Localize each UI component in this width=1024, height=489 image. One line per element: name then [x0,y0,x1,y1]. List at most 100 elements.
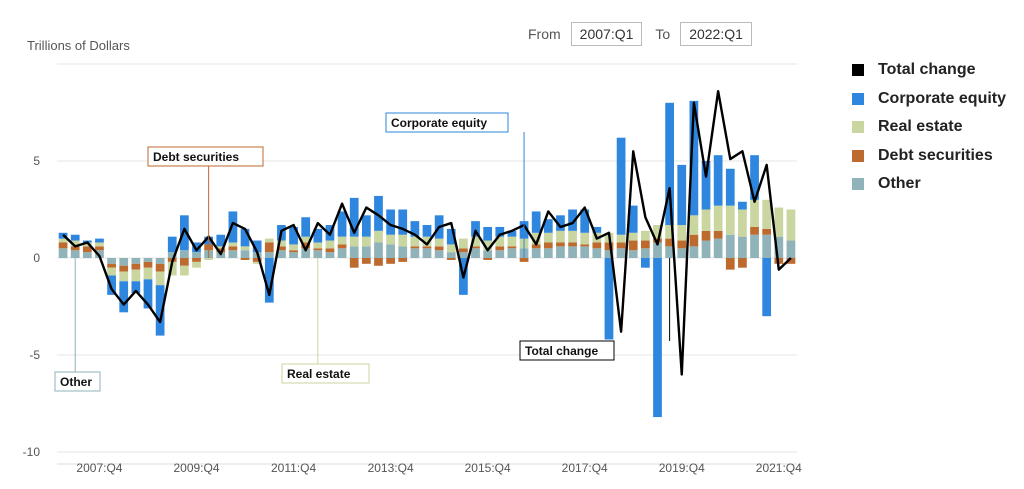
bar-corporate-equity [616,137,626,235]
bar-corporate-equity [361,215,371,237]
y-tick-label: 0 [33,251,40,265]
bar-debt-securities [604,242,614,251]
bar-debt-securities [131,263,141,270]
bar-other [289,252,298,258]
bar-real-estate [738,209,747,237]
bar-real-estate [580,232,590,245]
bar-real-estate [289,244,298,251]
bar-debt-securities [180,258,189,266]
bar-real-estate [131,269,141,282]
bar-corporate-equity [713,155,723,206]
bar-corporate-equity [483,226,493,241]
legend-item-corporate-equity[interactable]: Corporate equity [852,85,1006,114]
bar-real-estate [155,271,165,286]
callout-label: Corporate equity [391,116,487,130]
bar-other [70,250,80,258]
bar-real-estate [762,199,772,229]
bar-other [628,250,638,258]
bar-debt-securities [725,258,735,270]
bar-other [192,252,201,258]
callout-label: Debt securities [153,150,239,164]
bar-debt-securities [786,258,796,264]
bar-other [240,250,250,258]
x-tick-label: 2007:Q4 [76,461,122,475]
bar-debt-securities [434,246,444,251]
from-label: From [528,26,561,42]
bar-debt-securities [689,234,699,247]
bar-debt-securities [143,261,153,268]
bar-real-estate [459,238,468,249]
bar-corporate-equity [410,221,420,237]
bar-debt-securities [556,242,565,247]
bar-other [568,246,577,258]
bar-debt-securities [495,246,505,251]
bar-debt-securities [677,240,687,249]
bar-debt-securities [640,240,650,249]
bar-debt-securities [155,263,165,272]
bar-corporate-equity [471,221,480,237]
bar-other [228,250,238,258]
bar-real-estate [446,244,456,253]
bar-corporate-equity [95,238,104,243]
bar-other [410,248,420,258]
legend-item-real-estate[interactable]: Real estate [852,113,1006,142]
bar-real-estate [216,246,226,249]
legend-swatch [852,92,864,105]
bar-debt-securities [665,238,674,247]
bar-corporate-equity [653,258,662,418]
bar-corporate-equity [531,211,541,233]
bar-real-estate [543,232,553,243]
bar-corporate-equity [289,226,298,245]
bar-real-estate [386,234,395,245]
bar-real-estate [349,236,359,247]
bar-debt-securities [240,258,250,260]
legend-label: Total change [878,61,976,79]
bar-real-estate [119,271,129,282]
bar-other [180,250,189,258]
callout-label: Real estate [287,367,351,381]
legend-label: Debt securities [878,146,993,164]
bar-debt-securities [82,246,92,253]
bar-real-estate [677,225,687,241]
bar-real-estate [228,242,238,247]
bar-real-estate [774,207,784,237]
bar-real-estate [82,242,92,247]
bar-other [531,248,541,258]
legend-item-total-change[interactable]: Total change [852,56,1006,85]
bar-other [398,246,408,258]
callouts: Debt securities Corporate equity Other Real… [54,112,671,392]
bar-debt-securities [568,242,577,247]
bar-other [725,234,735,258]
bar-corporate-equity [337,211,347,237]
bar-other [143,258,153,262]
bar-corporate-equity [495,226,505,237]
bar-real-estate [325,240,335,249]
bar-debt-securities [762,228,772,235]
to-input[interactable]: 2022:Q1 [680,22,752,46]
bar-other [374,242,383,258]
bar-debt-securities [216,248,226,253]
bar-real-estate [374,230,383,243]
bar-other [337,248,347,258]
legend-item-debt-securities[interactable]: Debt securities [852,142,1006,171]
callout-box [54,371,101,392]
bar-debt-securities [713,230,723,239]
bar-corporate-equity [240,228,250,247]
bar-other [82,252,92,258]
bar-corporate-equity [228,211,238,243]
bar-corporate-equity [556,215,565,231]
bar-debt-securities [580,244,590,247]
x-tick-label: 2013:Q4 [368,461,414,475]
bar-corporate-equity [107,275,116,295]
date-range-selector: From 2007:Q1 To 2022:Q1 [528,22,765,46]
legend-item-other[interactable]: Other [852,170,1006,199]
bar-real-estate [628,232,638,241]
bar-real-estate [313,242,323,249]
bar-debt-securities [628,240,638,251]
bar-debt-securities [349,258,359,268]
legend-swatch [852,178,864,191]
bar-other [713,238,723,258]
from-input[interactable]: 2007:Q1 [570,22,643,46]
bar-debt-securities [264,242,274,253]
bar-other [422,248,432,258]
